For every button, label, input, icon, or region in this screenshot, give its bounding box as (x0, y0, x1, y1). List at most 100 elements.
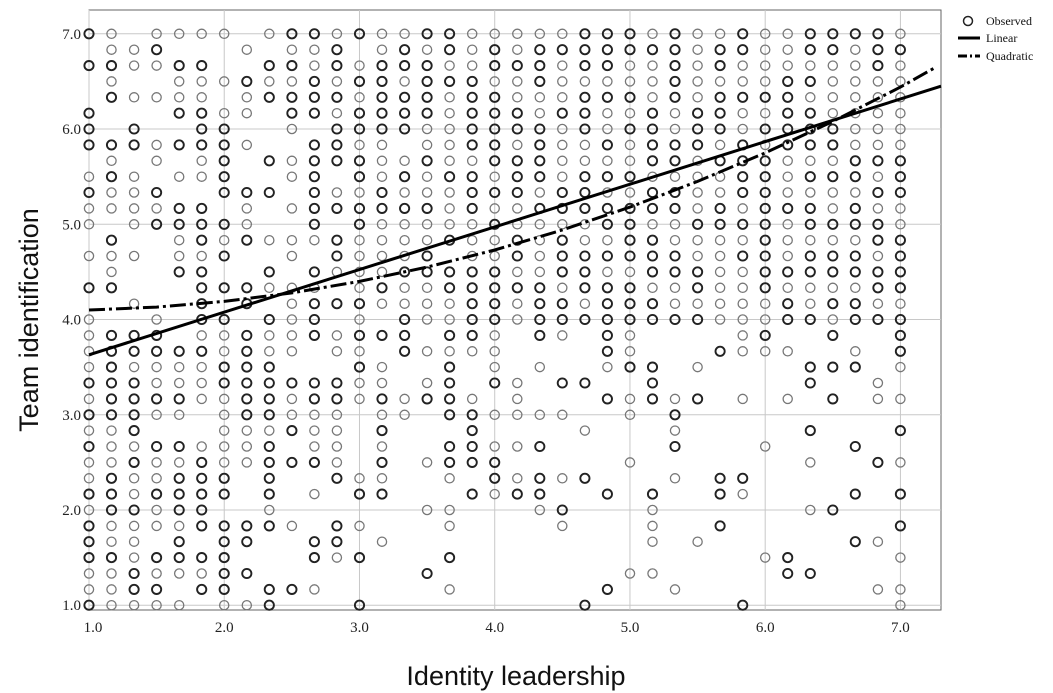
observed-point (579, 60, 591, 72)
observed-point (399, 28, 410, 40)
observed-point (196, 282, 208, 294)
observed-point (286, 298, 298, 309)
observed-point (83, 393, 95, 405)
observed-point (263, 440, 275, 453)
observed-point (353, 599, 366, 611)
observed-point (894, 345, 906, 357)
observed-point (579, 28, 591, 40)
observed-point (511, 186, 523, 199)
observed-point (647, 282, 658, 294)
observed-point (692, 313, 704, 326)
observed-point (128, 552, 140, 563)
observed-point (286, 91, 298, 103)
observed-point (669, 155, 681, 167)
observed-point (354, 187, 365, 198)
observed-point (106, 520, 117, 532)
observed-point (512, 314, 523, 325)
observed-point (669, 44, 681, 56)
observed-point (804, 361, 816, 373)
observed-point (128, 425, 140, 437)
observed-point (241, 567, 253, 580)
observed-point (309, 488, 320, 500)
observed-point (894, 171, 906, 183)
observed-point (241, 457, 253, 468)
observed-point (173, 568, 185, 579)
observed-point (512, 377, 523, 389)
observed-point (827, 218, 839, 230)
observed-point (827, 266, 839, 278)
observed-point (106, 187, 117, 198)
observed-point (601, 488, 613, 500)
observed-point (241, 409, 253, 421)
observed-point (534, 92, 546, 103)
observed-point (173, 345, 185, 357)
observed-point (692, 76, 703, 87)
x-tick-label: 1.0 (84, 620, 103, 636)
observed-point (714, 488, 726, 500)
observed-point (489, 361, 500, 373)
observed-point (782, 139, 794, 151)
observed-point (624, 409, 636, 421)
observed-point (308, 202, 320, 214)
observed-point (849, 313, 861, 326)
observed-point (895, 552, 906, 563)
observed-point (399, 219, 410, 230)
observed-point (399, 76, 410, 87)
observed-point (557, 473, 568, 484)
observed-point (105, 91, 118, 103)
observed-point (105, 171, 118, 183)
observed-point (669, 313, 681, 326)
observed-point (106, 441, 117, 452)
observed-point (759, 107, 771, 119)
observed-point (534, 187, 546, 198)
observed-point (849, 440, 861, 453)
observed-point (353, 202, 366, 214)
observed-point (827, 92, 839, 103)
y-tick-label: 2.0 (62, 503, 81, 519)
observed-point (173, 440, 185, 453)
observed-point (105, 409, 118, 421)
observed-point (196, 60, 208, 72)
observed-point (376, 329, 388, 341)
observed-point (241, 75, 253, 87)
observed-point (444, 329, 456, 341)
observed-point (647, 76, 658, 87)
observed-point (376, 473, 388, 484)
observed-point (894, 313, 906, 326)
observed-point (286, 44, 298, 55)
observed-point (805, 187, 816, 198)
observed-point (759, 91, 771, 103)
observed-point (196, 552, 208, 564)
observed-point (128, 504, 140, 516)
observed-point (894, 282, 906, 294)
observed-point (354, 473, 365, 484)
observed-point (421, 377, 433, 389)
observed-point (489, 456, 501, 468)
observed-point (286, 409, 298, 421)
observed-point (241, 520, 253, 532)
observed-point (624, 250, 636, 262)
observed-point (331, 457, 343, 468)
observed-point (827, 361, 839, 373)
observed-point (624, 44, 636, 56)
observed-point (827, 155, 839, 167)
observed-point (286, 583, 298, 595)
observed-point (286, 155, 298, 167)
observed-point (805, 282, 816, 294)
observed-point (309, 44, 320, 55)
observed-point (353, 488, 366, 500)
observed-point (556, 186, 568, 199)
observed-point (804, 218, 816, 230)
observed-point (512, 44, 523, 55)
observed-point (534, 75, 546, 87)
observed-point (444, 171, 456, 183)
observed-point (692, 250, 703, 262)
observed-point (331, 107, 343, 119)
observed-point (624, 457, 636, 468)
observed-point (759, 60, 771, 71)
legend-observed-marker (962, 15, 974, 27)
observed-point (894, 488, 906, 500)
observed-point (759, 123, 771, 135)
observed-point (264, 28, 275, 40)
observed-point (106, 457, 117, 468)
